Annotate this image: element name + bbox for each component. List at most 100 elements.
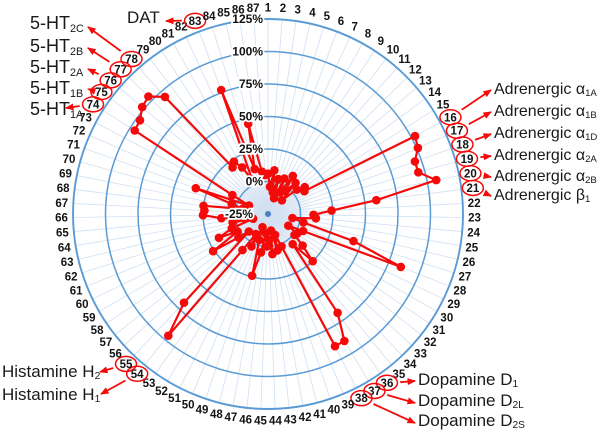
spoke-number: 19 [461, 154, 474, 166]
data-point [311, 214, 321, 223]
data-point [284, 221, 293, 230]
annotation-arrow [482, 189, 492, 197]
spoke-number: 20 [464, 168, 477, 180]
data-point [244, 227, 254, 236]
data-point [244, 201, 254, 210]
spoke-number: 63 [61, 257, 74, 269]
receptor-label-text: 5-HT [30, 57, 70, 77]
spoke-number: 76 [104, 75, 117, 87]
receptor-label-text: Histamine H [2, 385, 95, 404]
data-point [288, 239, 298, 249]
receptor-label-text: 5-HT [30, 36, 70, 56]
receptor-label-subscript: 1 [512, 379, 519, 391]
data-point [208, 246, 218, 256]
spoke-number: 33 [414, 348, 427, 360]
receptor-label-adr-a1a: Adrenergic α1A [494, 81, 597, 100]
data-point [410, 131, 420, 141]
spoke-number: 39 [341, 399, 354, 411]
annotation-arrow [386, 394, 416, 405]
receptor-label-text: Histamine H [2, 362, 95, 381]
receptor-label-subscript: 2S [512, 420, 525, 432]
receptor-label-text: Adrenergic α [494, 103, 586, 120]
spoke-number: 8 [365, 28, 372, 40]
data-point [137, 102, 147, 112]
data-point [191, 183, 201, 193]
data-point [269, 193, 279, 203]
data-point [238, 204, 247, 214]
receptor-label-subscript: 1D [585, 132, 598, 144]
annotation-arrow [480, 153, 492, 161]
spoke-number: 77 [114, 64, 127, 76]
spoke-number: 50 [182, 399, 195, 411]
data-point [396, 262, 406, 272]
spoke-number: 66 [55, 213, 68, 225]
spoke-number: 61 [70, 285, 83, 297]
receptor-label-adr-a1d: Adrenergic α1D [494, 125, 598, 144]
receptor-label-subscript: 2B [70, 45, 84, 58]
data-point [214, 233, 224, 243]
spoke-number: 41 [313, 409, 326, 421]
spoke-number: 13 [419, 75, 432, 87]
receptor-label-subscript: 2B [585, 175, 597, 187]
spoke-number: 53 [143, 378, 156, 390]
receptor-label-subscript: 2 [94, 371, 101, 383]
annotation-arrow [461, 89, 492, 111]
spoke-number: 42 [299, 412, 312, 424]
annotation-arrow [99, 366, 114, 374]
spoke-number: 52 [155, 386, 168, 398]
data-point [239, 213, 248, 223]
spoke-number: 4 [309, 7, 316, 19]
spoke-number: 44 [269, 415, 282, 427]
data-point [264, 235, 274, 245]
receptor-label-his-h2: Histamine H2 [2, 362, 101, 383]
spoke-number: 58 [91, 325, 104, 337]
data-point [256, 248, 266, 257]
data-point [262, 242, 272, 251]
receptor-label-text: Adrenergic α [494, 81, 586, 98]
data-point [291, 178, 300, 188]
spoke-number: 14 [428, 87, 441, 99]
spoke-number: 86 [232, 5, 245, 17]
spoke-number: 73 [79, 112, 92, 124]
receptor-label-subscript: 2C [70, 22, 84, 35]
data-point [268, 249, 277, 259]
data-point [238, 245, 247, 255]
circled-spoke-marker [109, 61, 132, 78]
receptor-label-5ht2b: 5-HT2B [30, 36, 84, 58]
receptor-label-subscript: 1 [94, 394, 101, 406]
spoke-number: 10 [387, 45, 400, 57]
spoke-number: 45 [254, 415, 267, 427]
spoke-number: 3 [295, 5, 301, 17]
data-point [179, 298, 189, 308]
spoke-number: 18 [456, 140, 469, 152]
receptor-label-adr-b1: Adrenergic β1 [494, 187, 590, 205]
spoke-number: 71 [67, 140, 80, 152]
receptor-label-text: 5-HT [30, 99, 70, 119]
data-point [292, 185, 302, 194]
spoke-number: 37 [368, 386, 381, 398]
spoke-number: 51 [168, 393, 181, 405]
data-point [333, 308, 342, 318]
data-point [410, 157, 420, 166]
receptor-label-adr-a1b: Adrenergic α1B [494, 103, 597, 121]
data-point [270, 166, 279, 175]
data-point [247, 271, 257, 281]
data-point [199, 201, 208, 211]
annotation-arrow [373, 403, 416, 424]
data-point [227, 199, 236, 209]
spoke-number: 27 [458, 271, 471, 283]
data-point [144, 92, 153, 101]
annotation-arrow [468, 111, 492, 125]
receptor-label-text: Dopamine D [418, 411, 513, 430]
spoke-number: 43 [284, 414, 297, 426]
spoke-number: 85 [217, 7, 230, 19]
data-point [330, 341, 340, 351]
spoke-number: 15 [437, 99, 450, 111]
receptor-label-dop-d2l: Dopamine D2L [418, 392, 524, 412]
receptor-label-subscript: 1A [585, 88, 597, 100]
annotation-arrow [87, 68, 99, 76]
spoke-number: 81 [162, 28, 175, 40]
spoke-number: 64 [58, 242, 71, 254]
